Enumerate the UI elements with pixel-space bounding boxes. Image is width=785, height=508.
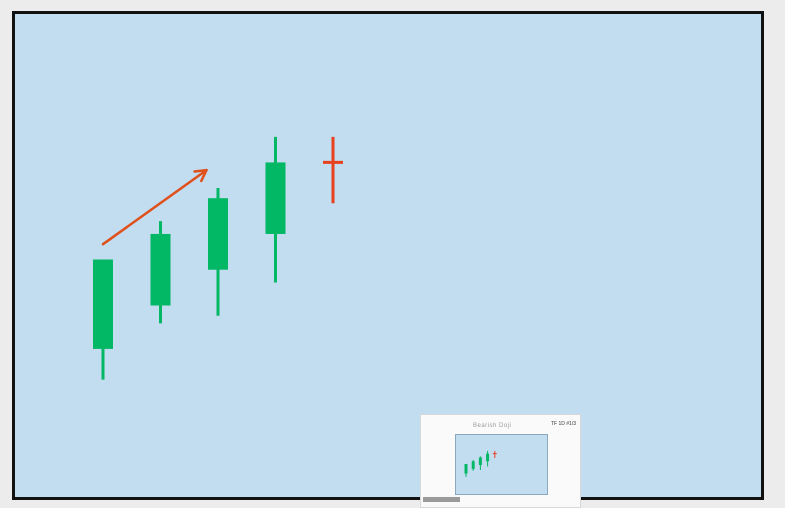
candle-4-body <box>265 162 286 234</box>
candle-4-body <box>486 453 490 462</box>
slide-thumbnail[interactable]: Bearish Doji TF 1D #1/3 <box>420 414 581 508</box>
candle-2-body <box>471 461 475 469</box>
candle-2-body <box>150 233 171 306</box>
trend-arrow-1 <box>101 168 208 246</box>
thumbnail-title: Bearish Doji <box>473 423 512 429</box>
candle-3-body <box>208 198 228 270</box>
candle-3-body <box>478 457 482 466</box>
thumbnail-scrollbar[interactable] <box>423 497 460 502</box>
chart-canvas <box>12 11 764 500</box>
thumbnail-corner-label: TF 1D #1/3 <box>551 421 577 427</box>
candlestick-chart <box>93 136 343 380</box>
candle-1-body <box>464 464 468 474</box>
thumbnail-preview <box>455 434 548 495</box>
candle-1-body <box>93 259 113 349</box>
